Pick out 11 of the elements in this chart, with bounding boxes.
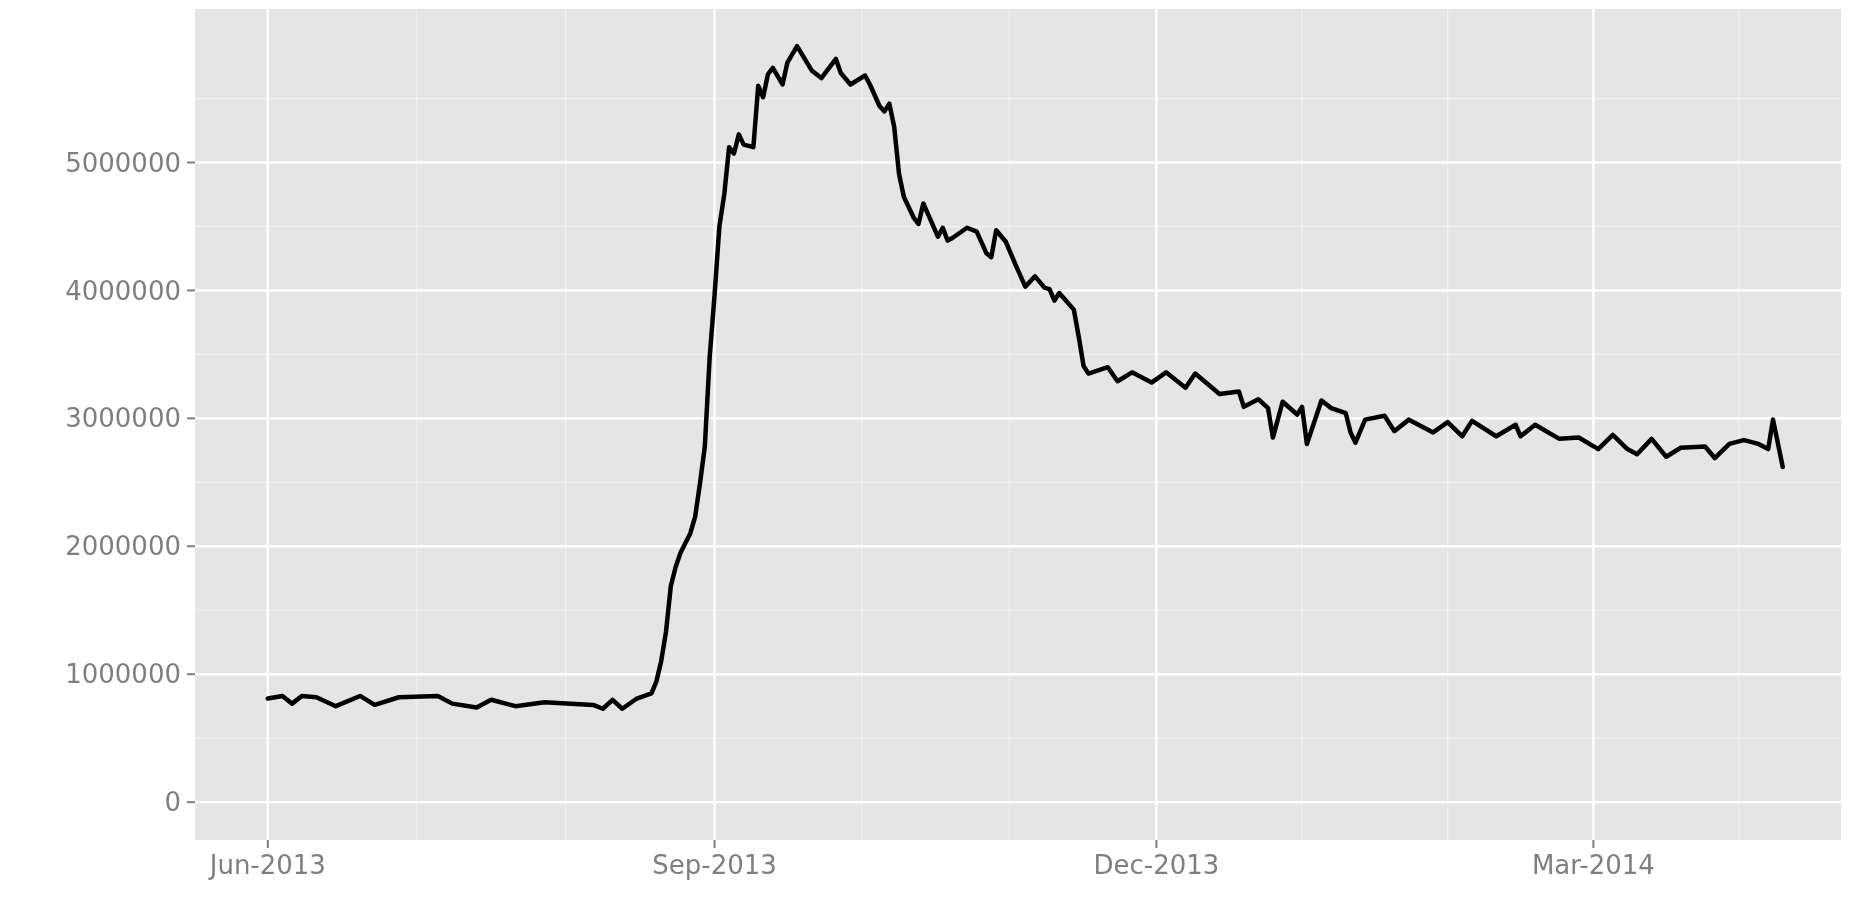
y-tick-label: 2000000	[65, 531, 181, 562]
y-tick-label: 4000000	[65, 275, 181, 306]
x-tick-label: Jun-2013	[207, 850, 326, 880]
x-tick-label: Mar-2014	[1531, 850, 1655, 880]
y-tick-label: 3000000	[65, 403, 181, 434]
y-tick-label: 5000000	[65, 147, 181, 178]
line-series	[265, 43, 1785, 711]
x-tick-label: Dec-2013	[1093, 850, 1220, 880]
y-tick-label: 1000000	[65, 659, 181, 690]
y-tick-label: 0	[164, 787, 181, 818]
x-tick-label: Sep-2013	[652, 850, 777, 880]
